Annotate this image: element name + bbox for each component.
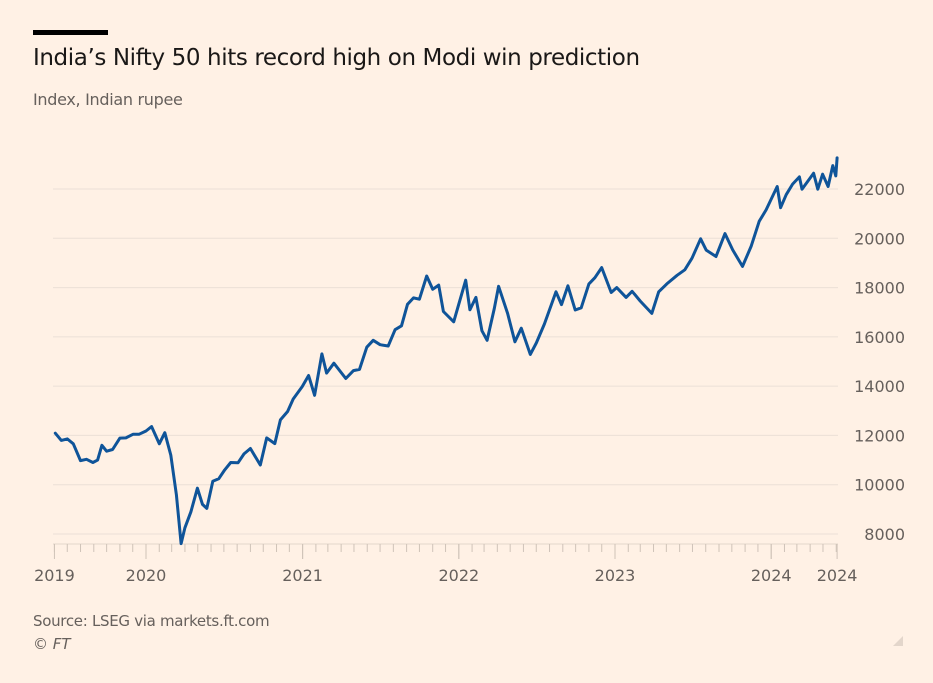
chart-title: India’s Nifty 50 hits record high on Mod… <box>33 45 640 71</box>
series-layer <box>53 156 839 546</box>
x-axis: 2019 2020 2021 2022 2023 2024 2024 <box>34 543 858 585</box>
source-note: Source: LSEG via markets.ft.com <box>33 612 270 630</box>
y-tick-label: 8000 <box>864 525 905 544</box>
y-tick-label: 12000 <box>854 426 905 445</box>
copyright-note: © FT <box>33 635 71 653</box>
y-tick-label: 14000 <box>854 377 905 396</box>
y-tick-label: 20000 <box>854 229 905 248</box>
x-tick-label: 2023 <box>595 566 636 585</box>
y-axis: 8000 10000 12000 14000 16000 18000 20000 22000 <box>854 180 905 544</box>
x-tick-label: 2020 <box>126 566 167 585</box>
x-tick-label: 2024 <box>751 566 792 585</box>
y-tick-label: 10000 <box>854 476 905 495</box>
x-tick-label: 2022 <box>438 566 479 585</box>
brand-rule <box>33 30 108 35</box>
x-tick-label: 2021 <box>282 566 323 585</box>
line-chart: 800010000120001400016000180002000022000 … <box>34 156 905 585</box>
gridlines <box>53 188 838 535</box>
y-tick-label: 22000 <box>854 180 905 199</box>
resize-grip-icon <box>893 636 903 646</box>
y-tick-label: 18000 <box>854 279 905 298</box>
nifty-50-line <box>53 156 839 546</box>
x-tick-label: 2019 <box>34 566 75 585</box>
y-tick-label: 16000 <box>854 328 905 347</box>
x-tick-label: 2024 <box>817 566 858 585</box>
chart-subtitle: Index, Indian rupee <box>33 90 183 109</box>
